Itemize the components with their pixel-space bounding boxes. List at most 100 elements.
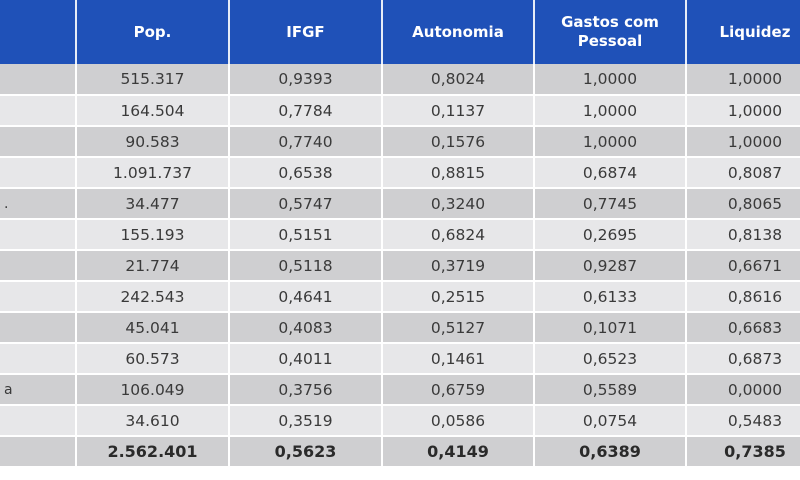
cell-pop: 45.041 [76, 312, 230, 344]
table-row: 155.193 0,5151 0,6824 0,2695 0,8138 [0, 219, 800, 251]
cell-pop: 90.583 [76, 126, 230, 158]
cell-pop: 106.049 [76, 374, 230, 406]
cell-autonomia: 0,1576 [382, 126, 535, 158]
cell-ifgf: 0,7740 [229, 126, 383, 158]
cell-liquidez: 0,8087 [686, 157, 800, 189]
total-row: 2.562.401 0,5623 0,4149 0,6389 0,7385 [0, 436, 800, 468]
cell-municipio [0, 343, 77, 375]
cell-municipio [0, 405, 77, 437]
cell-pop: 34.610 [76, 405, 230, 437]
cell-liquidez: 1,0000 [686, 95, 800, 127]
cell-municipio [0, 281, 77, 313]
header-municipio [0, 0, 77, 64]
total-gastos-com-pessoal: 0,6389 [534, 436, 687, 468]
cell-gastos-com-pessoal: 0,7745 [534, 188, 687, 220]
cell-liquidez: 0,6671 [686, 250, 800, 282]
header-row: Pop. IFGF Autonomia Gastos com Pessoal L… [0, 0, 800, 64]
ifgf-table: Pop. IFGF Autonomia Gastos com Pessoal L… [0, 0, 800, 468]
cell-autonomia: 0,1137 [382, 95, 535, 127]
header-pop: Pop. [76, 0, 230, 64]
cell-gastos-com-pessoal: 0,2695 [534, 219, 687, 251]
cell-autonomia: 0,6824 [382, 219, 535, 251]
cell-ifgf: 0,3519 [229, 405, 383, 437]
cell-gastos-com-pessoal: 1,0000 [534, 126, 687, 158]
cell-ifgf: 0,5747 [229, 188, 383, 220]
cell-ifgf: 0,3756 [229, 374, 383, 406]
cell-liquidez: 0,8616 [686, 281, 800, 313]
cell-liquidez: 0,8065 [686, 188, 800, 220]
header-ifgf: IFGF [229, 0, 383, 64]
cell-municipio [0, 95, 77, 127]
cell-municipio: . [0, 188, 77, 220]
header-liquidez: Liquidez [686, 0, 800, 64]
cell-pop: 164.504 [76, 95, 230, 127]
table-row: 34.610 0,3519 0,0586 0,0754 0,5483 [0, 405, 800, 437]
cell-gastos-com-pessoal: 0,6133 [534, 281, 687, 313]
cell-gastos-com-pessoal: 0,0754 [534, 405, 687, 437]
table-row: 60.573 0,4011 0,1461 0,6523 0,6873 [0, 343, 800, 375]
cell-autonomia: 0,8815 [382, 157, 535, 189]
cell-autonomia: 0,5127 [382, 312, 535, 344]
cell-municipio [0, 312, 77, 344]
cell-pop: 60.573 [76, 343, 230, 375]
cell-gastos-com-pessoal: 0,5589 [534, 374, 687, 406]
table-row: 1.091.737 0,6538 0,8815 0,6874 0,8087 [0, 157, 800, 189]
cell-municipio [0, 250, 77, 282]
cell-gastos-com-pessoal: 0,1071 [534, 312, 687, 344]
cell-ifgf: 0,5118 [229, 250, 383, 282]
total-liquidez: 0,7385 [686, 436, 800, 468]
cell-autonomia: 0,3719 [382, 250, 535, 282]
total-label [0, 436, 77, 468]
cell-ifgf: 0,4641 [229, 281, 383, 313]
cell-gastos-com-pessoal: 1,0000 [534, 64, 687, 96]
cell-municipio [0, 219, 77, 251]
table-row: 45.041 0,4083 0,5127 0,1071 0,6683 [0, 312, 800, 344]
cell-pop: 34.477 [76, 188, 230, 220]
cell-autonomia: 0,3240 [382, 188, 535, 220]
table-row: . 34.477 0,5747 0,3240 0,7745 0,8065 [0, 188, 800, 220]
table-row: 515.317 0,9393 0,8024 1,0000 1,0000 [0, 64, 800, 96]
cell-ifgf: 0,9393 [229, 64, 383, 96]
cell-autonomia: 0,8024 [382, 64, 535, 96]
cell-ifgf: 0,6538 [229, 157, 383, 189]
cell-municipio: a [0, 374, 77, 406]
cell-liquidez: 0,8138 [686, 219, 800, 251]
table-row: 164.504 0,7784 0,1137 1,0000 1,0000 [0, 95, 800, 127]
total-pop: 2.562.401 [76, 436, 230, 468]
cell-autonomia: 0,2515 [382, 281, 535, 313]
cell-municipio [0, 157, 77, 189]
cell-pop: 515.317 [76, 64, 230, 96]
cell-ifgf: 0,7784 [229, 95, 383, 127]
cell-pop: 242.543 [76, 281, 230, 313]
table-row: 90.583 0,7740 0,1576 1,0000 1,0000 [0, 126, 800, 158]
cell-liquidez: 0,6873 [686, 343, 800, 375]
table-row: 242.543 0,4641 0,2515 0,6133 0,8616 [0, 281, 800, 313]
table-row: a 106.049 0,3756 0,6759 0,5589 0,0000 [0, 374, 800, 406]
total-ifgf: 0,5623 [229, 436, 383, 468]
cell-pop: 1.091.737 [76, 157, 230, 189]
header-autonomia: Autonomia [382, 0, 535, 64]
cell-municipio [0, 126, 77, 158]
total-autonomia: 0,4149 [382, 436, 535, 468]
cell-pop: 21.774 [76, 250, 230, 282]
cell-autonomia: 0,1461 [382, 343, 535, 375]
cell-liquidez: 1,0000 [686, 64, 800, 96]
cell-gastos-com-pessoal: 1,0000 [534, 95, 687, 127]
table-row: 21.774 0,5118 0,3719 0,9287 0,6671 [0, 250, 800, 282]
cell-gastos-com-pessoal: 0,9287 [534, 250, 687, 282]
cell-liquidez: 0,6683 [686, 312, 800, 344]
cell-ifgf: 0,4011 [229, 343, 383, 375]
cell-pop: 155.193 [76, 219, 230, 251]
cell-autonomia: 0,6759 [382, 374, 535, 406]
cell-gastos-com-pessoal: 0,6523 [534, 343, 687, 375]
header-gastos-com-pessoal: Gastos com Pessoal [534, 0, 687, 64]
cell-liquidez: 1,0000 [686, 126, 800, 158]
cell-liquidez: 0,0000 [686, 374, 800, 406]
cell-autonomia: 0,0586 [382, 405, 535, 437]
cell-municipio [0, 64, 77, 96]
cell-ifgf: 0,5151 [229, 219, 383, 251]
cell-gastos-com-pessoal: 0,6874 [534, 157, 687, 189]
cell-liquidez: 0,5483 [686, 405, 800, 437]
cell-ifgf: 0,4083 [229, 312, 383, 344]
